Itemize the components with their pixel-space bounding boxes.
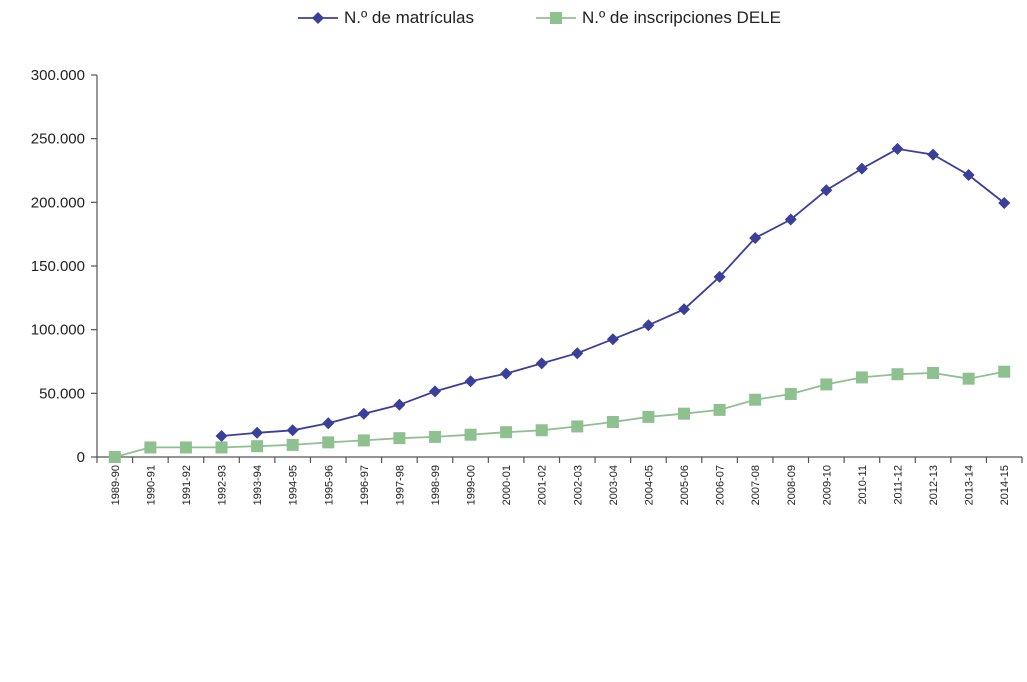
series-1-point — [535, 424, 548, 437]
series-1-point — [251, 440, 264, 453]
series-1-point — [749, 393, 762, 406]
x-tick-label: 1996-97 — [359, 465, 371, 505]
series-1-point — [891, 368, 904, 381]
x-tick-label: 2007-08 — [750, 465, 762, 505]
series-1-point — [500, 426, 513, 439]
series-0-point — [642, 319, 655, 332]
x-tick-label: 1994-95 — [288, 465, 300, 505]
x-tick-label: 2006-07 — [715, 465, 727, 505]
series-0-point — [784, 213, 797, 226]
series-0-point — [820, 184, 833, 197]
x-tick-label: 2005-06 — [679, 465, 691, 505]
x-tick-label: 2003-04 — [608, 465, 620, 505]
series-0-point — [535, 357, 548, 370]
series-1-point — [713, 403, 726, 416]
series-0-point — [500, 367, 513, 380]
series-1-point — [855, 371, 868, 384]
series-1-point — [927, 366, 940, 379]
x-tick-label: 1993-94 — [252, 465, 264, 505]
x-tick-label: 1999-00 — [466, 465, 478, 505]
series-1-point — [322, 436, 335, 449]
series-0-point — [678, 303, 691, 316]
series-0-point — [428, 385, 441, 398]
x-tick-label: 2014-15 — [999, 465, 1011, 505]
series-1-point — [108, 451, 121, 463]
x-tick-label: 1998-99 — [430, 465, 442, 505]
series-0-point — [713, 270, 726, 283]
series-0-point — [998, 196, 1011, 209]
y-tick-label: 0 — [77, 449, 85, 466]
series-0-point — [962, 168, 975, 181]
x-tick-label: 2012-13 — [928, 465, 940, 505]
x-tick-label: 1992-93 — [217, 465, 229, 505]
series-0-point — [891, 142, 904, 155]
x-tick-label: 2011-12 — [892, 465, 904, 505]
series-0-point — [393, 398, 406, 411]
series-0-point — [606, 333, 619, 346]
x-tick-label: 2009-10 — [821, 465, 833, 505]
series-0-point — [749, 231, 762, 244]
series-1-point — [393, 432, 406, 445]
series-1-point — [215, 441, 228, 454]
x-tick-label: 2008-09 — [786, 465, 798, 505]
series-1-point — [286, 438, 299, 451]
series-1-point — [820, 378, 833, 391]
legend-swatch-matriculas — [298, 12, 338, 24]
series-0-point — [286, 424, 299, 437]
x-tick-label: 2000-01 — [501, 465, 513, 505]
x-tick-label: 1997-98 — [394, 465, 406, 505]
series-0-point — [464, 375, 477, 388]
series-1-point — [428, 430, 441, 443]
y-tick-label: 100.000 — [31, 322, 85, 339]
series-0-point — [322, 417, 335, 430]
series-0-point — [571, 347, 584, 360]
y-tick-label: 300.000 — [31, 67, 85, 84]
series-1-point — [179, 441, 192, 454]
chart-axes: 0 50.000 100.000 150.000 200.000 250.000 300.0… — [31, 67, 1023, 505]
x-tick-label: 2010-11 — [857, 465, 869, 505]
series-1-point — [962, 372, 975, 385]
series-0-point — [251, 426, 264, 439]
x-tick-label: 1991-92 — [181, 465, 193, 505]
y-tick-label: 250.000 — [31, 131, 85, 148]
series-1-point — [678, 407, 691, 420]
series-1-point — [998, 365, 1011, 378]
x-tick-label: 2013-14 — [964, 465, 976, 505]
series-1-point — [642, 410, 655, 423]
series-1-point — [464, 428, 477, 441]
series-0-point — [855, 162, 868, 175]
x-tick-label: 2001-02 — [537, 465, 549, 505]
x-tick-label: 2004-05 — [643, 465, 655, 505]
legend-label-matriculas: N.º de matrículas — [344, 8, 474, 27]
series-line-0 — [221, 147, 1005, 437]
x-tick-label: 1989-90 — [110, 465, 122, 505]
legend-item-matriculas: N.º de matrículas — [298, 6, 474, 30]
x-tick-label: 1995-96 — [323, 465, 335, 505]
series-1-point — [606, 415, 619, 428]
series-1-point — [357, 434, 370, 447]
legend-item-dele: N.º de inscripciones DELE — [536, 6, 781, 30]
series-0-point — [215, 429, 228, 442]
x-tick-label: 2002-03 — [572, 465, 584, 505]
y-tick-label: 150.000 — [31, 258, 85, 275]
series-0-point — [357, 407, 370, 420]
y-tick-label: 200.000 — [31, 194, 85, 211]
series-0-point — [927, 148, 940, 161]
series-line-1 — [114, 370, 1005, 458]
legend-swatch-dele — [536, 12, 576, 24]
x-tick-label: 1990-91 — [145, 465, 157, 505]
legend-label-dele: N.º de inscripciones DELE — [582, 8, 781, 27]
series-1-point — [784, 387, 797, 400]
chart-legend: N.º de matrículas N.º de inscripciones D… — [0, 0, 1027, 40]
series-1-point — [571, 420, 584, 433]
chart-plot-area — [108, 142, 1011, 463]
series-1-point — [144, 441, 157, 454]
y-tick-label: 50.000 — [39, 385, 85, 402]
